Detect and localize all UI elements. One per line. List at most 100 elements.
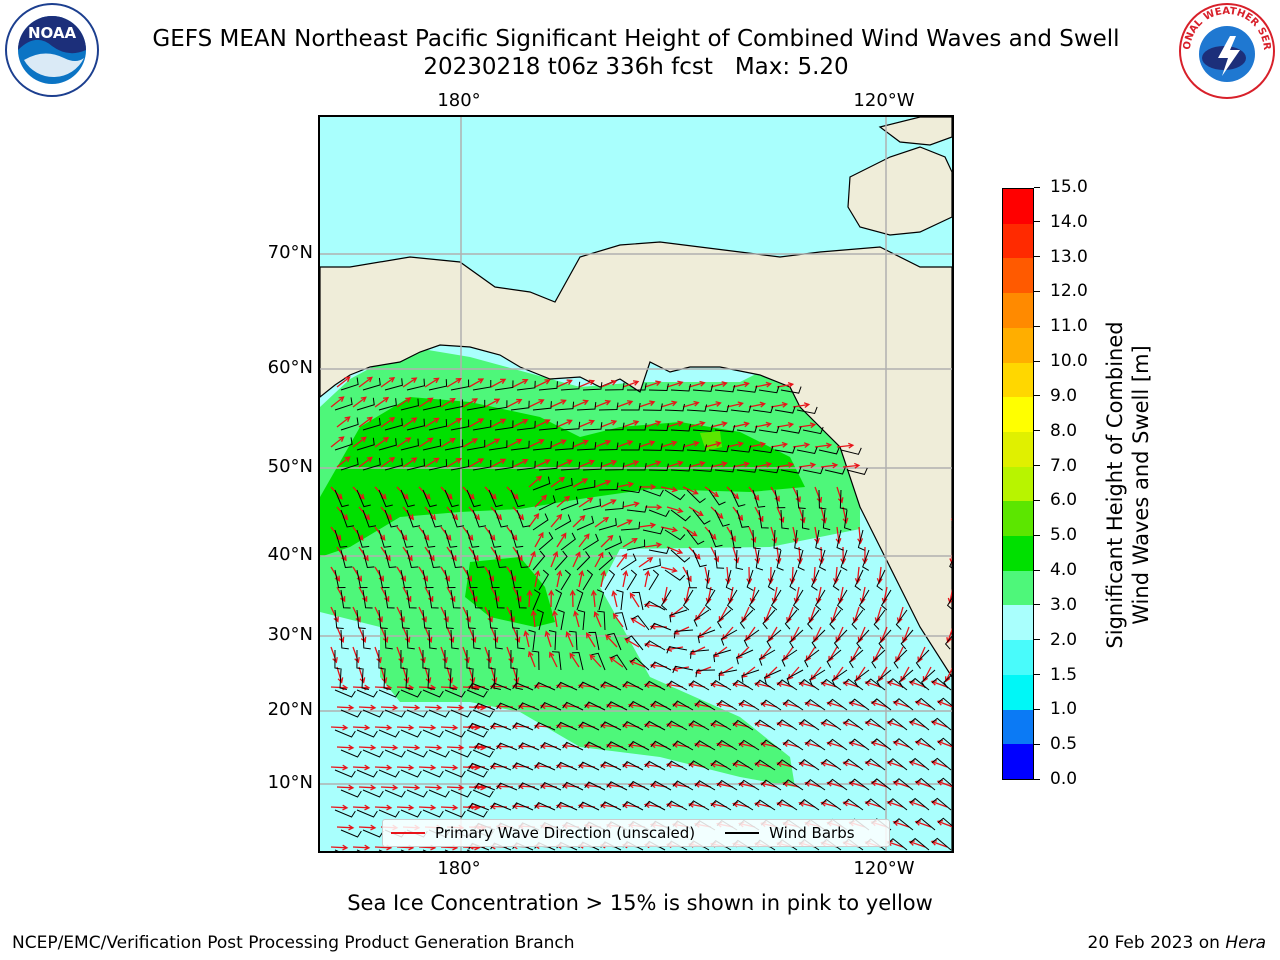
wave-direction-arrowhead [665, 682, 673, 688]
wave-direction-arrow [755, 722, 772, 728]
wave-direction-arrowhead [633, 460, 640, 466]
wave-direction-arrowhead [697, 510, 704, 517]
wind-barb [450, 379, 470, 391]
wave-direction-arrowhead [522, 378, 529, 385]
wind-barb [644, 720, 666, 731]
wind-barb [490, 682, 512, 691]
wave-direction-arrowhead [649, 742, 657, 749]
wind-barb [826, 649, 842, 668]
wave-direction-arrow [484, 646, 492, 663]
wave-direction-arrow [468, 586, 478, 602]
wave-direction-arrow [865, 761, 882, 768]
wave-direction-arrowhead [332, 657, 338, 664]
wind-barb [450, 789, 472, 798]
wave-direction-arrow [418, 566, 428, 582]
wind-barb [686, 404, 708, 412]
wind-barb [576, 551, 591, 571]
wave-direction-arrow [462, 606, 471, 622]
wind-barb [576, 480, 596, 491]
wave-direction-arrowhead [474, 764, 481, 771]
colorbar-segment [1003, 744, 1033, 779]
wave-direction-arrowhead [671, 400, 678, 407]
wave-direction-arrow [374, 566, 384, 582]
wave-direction-arrow [380, 626, 388, 643]
wind-barb [384, 378, 403, 391]
wind-barb [631, 615, 650, 631]
wind-barb [716, 699, 738, 711]
wave-direction-arrowhead [622, 569, 629, 577]
wave-direction-arrowhead [582, 399, 589, 406]
wave-direction-arrow [754, 506, 764, 522]
wind-barb [694, 780, 716, 791]
wave-direction-arrowhead [404, 636, 411, 644]
wave-direction-arrow [556, 533, 567, 548]
wave-direction-arrowhead [565, 631, 572, 638]
wave-direction-arrow [532, 611, 536, 628]
wind-barb [468, 762, 490, 771]
wave-direction-arrow [352, 606, 361, 622]
wave-direction-arrow [622, 420, 639, 428]
wind-barb [472, 549, 485, 568]
wave-direction-arrowhead [561, 742, 568, 749]
wave-direction-arrowhead [605, 742, 613, 749]
wave-direction-arrowhead [342, 844, 349, 851]
wave-direction-arrowhead [605, 702, 613, 709]
wave-direction-arrow [770, 486, 780, 502]
wind-barb [708, 404, 730, 413]
wind-barb [931, 757, 952, 771]
wave-direction-arrowhead [693, 400, 700, 407]
wave-direction-arrowhead [665, 646, 673, 652]
wave-direction-arrowhead [517, 783, 524, 790]
wind-barb [688, 720, 710, 731]
wind-barb [669, 609, 688, 623]
wind-barb [334, 689, 356, 698]
wave-direction-arrowhead [661, 597, 668, 605]
wave-direction-arrow [849, 741, 866, 748]
wind-barb [732, 719, 754, 731]
wave-direction-arrow [937, 780, 952, 788]
wave-direction-arrow [622, 571, 627, 588]
wind-barb [604, 569, 616, 591]
wave-direction-arrowhead [405, 437, 412, 443]
wave-direction-arrow [586, 632, 596, 648]
wave-direction-arrowhead [725, 578, 732, 585]
wind-barb [620, 485, 642, 494]
wave-direction-arrow [424, 586, 434, 602]
wind-barb [422, 729, 444, 738]
wave-direction-arrowhead [721, 634, 728, 641]
wave-direction-arrow [761, 742, 778, 748]
wind-barb [472, 589, 483, 609]
wave-direction-arrowhead [489, 763, 496, 770]
wave-direction-arrow [396, 726, 414, 729]
wind-barb [672, 780, 694, 791]
wave-direction-arrowhead [477, 458, 485, 464]
wind-barb [915, 697, 936, 711]
wave-direction-arrow [336, 626, 344, 643]
wave-direction-arrowhead [452, 724, 459, 731]
wind-barb [781, 649, 798, 667]
wave-direction-arrowhead [677, 460, 684, 467]
wave-direction-arrow [358, 626, 366, 643]
wind-barb [444, 689, 466, 698]
wave-direction-arrowhead [552, 550, 559, 558]
wind-barb [909, 677, 930, 691]
wave-direction-arrow [424, 417, 439, 428]
wind-barb [488, 489, 503, 508]
wind-barb [518, 702, 540, 711]
wave-direction-arrow [644, 571, 649, 588]
colorbar-tick-label: 6.0 [1034, 492, 1094, 509]
wind-barb [362, 549, 375, 568]
wave-direction-arrowhead [715, 701, 723, 708]
wind-barb [488, 440, 508, 451]
wind-barb [510, 649, 518, 670]
wave-direction-arrowhead [715, 441, 722, 447]
wind-barb [444, 649, 452, 670]
wind-barb [682, 589, 694, 611]
wave-direction-arrowhead [793, 597, 800, 605]
wave-direction-arrow [402, 377, 417, 388]
wave-direction-arrow [893, 701, 910, 708]
land-canada-islands-2 [878, 117, 952, 146]
wind-barb [760, 739, 782, 751]
wave-direction-arrowhead [837, 497, 844, 504]
wave-direction-arrow [726, 442, 743, 448]
